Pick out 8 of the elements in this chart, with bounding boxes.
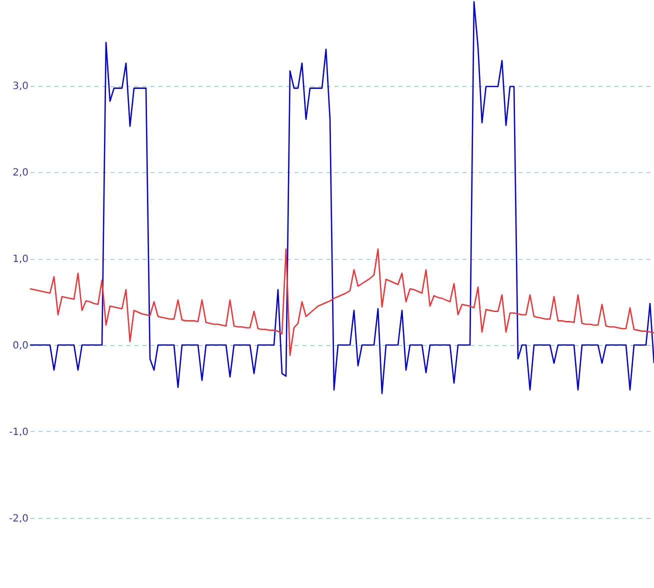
line-series bbox=[30, 1, 654, 394]
y-tick-label: -1,0 bbox=[8, 426, 28, 438]
y-tick-label: -2,0 bbox=[8, 513, 28, 524]
y-tick-label: 1,0 bbox=[12, 254, 28, 266]
y-tick-label: 3,0 bbox=[12, 81, 28, 92]
line-series bbox=[30, 248, 654, 356]
y-tick-label: 2,0 bbox=[12, 168, 28, 179]
y-tick-label: 0,0 bbox=[12, 340, 28, 352]
